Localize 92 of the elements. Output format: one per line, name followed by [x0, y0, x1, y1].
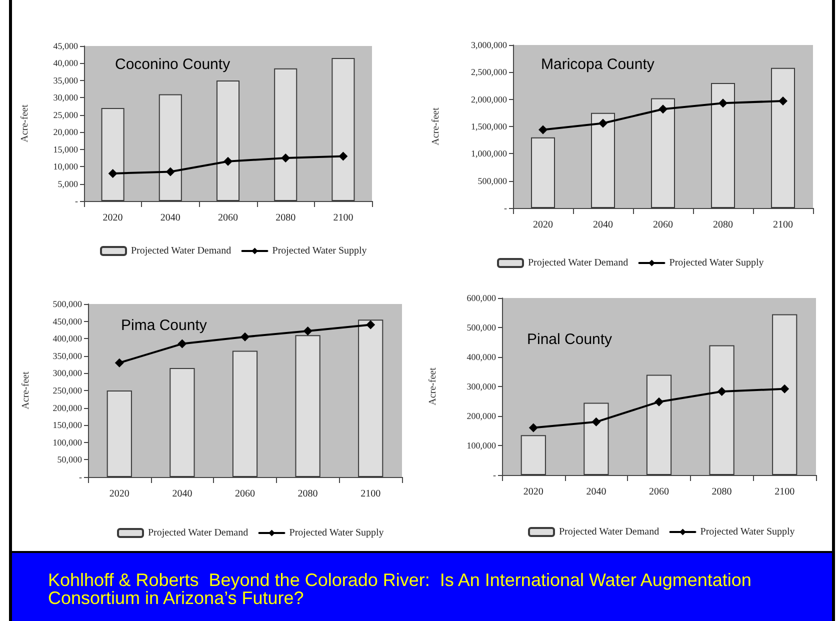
- point: [281, 153, 290, 162]
- point: [108, 168, 118, 178]
- y-axis-title: Acre-feet: [20, 371, 32, 410]
- point: [178, 339, 187, 348]
- point: [366, 320, 376, 330]
- x-tick-label: 2060: [218, 212, 238, 224]
- y-tick-label: 400,000: [466, 352, 496, 362]
- x-tick-label: 2060: [649, 486, 669, 498]
- y-tick-label: 200,000: [52, 402, 82, 413]
- y-tick-label: 50,000: [57, 454, 82, 465]
- y-tick-label: 300,000: [466, 382, 496, 392]
- y-tick-label: 100,000: [466, 440, 496, 450]
- x-tick-label: 2020: [109, 488, 130, 500]
- point: [780, 384, 790, 394]
- y-tick-label: 500,000: [478, 176, 508, 186]
- y-tick-label: 1,000,000: [471, 148, 508, 159]
- x-tick-label: 2040: [160, 212, 180, 224]
- x-tick-label: 2100: [773, 220, 793, 230]
- x-tick-label: 2100: [360, 488, 381, 500]
- y-tick-label: 15,000: [53, 144, 78, 154]
- text: Pinal County: [527, 331, 613, 348]
- y-tick-label: 200,000: [466, 411, 496, 421]
- legend-label: Projected Water Supply: [289, 528, 384, 538]
- y-tick-label: 150,000: [52, 420, 82, 430]
- point: [338, 152, 348, 161]
- point: [303, 326, 312, 336]
- x-tick-label: 2020: [102, 212, 123, 224]
- point: [114, 358, 124, 368]
- y-tick-label: 5,000: [58, 178, 78, 189]
- point: [778, 96, 788, 106]
- point: [166, 167, 175, 176]
- y-tick-label: 1,500,000: [471, 122, 508, 132]
- x-tick-label: 2080: [276, 212, 296, 224]
- x-tick-label: 2040: [172, 488, 192, 500]
- legend-label: Projected Water Demand: [148, 528, 248, 538]
- x-tick-label: 2100: [774, 486, 795, 498]
- y-tick-label: 40,000: [53, 58, 78, 68]
- y-tick-label: 10,000: [53, 162, 78, 172]
- legend-label: Projected Water Demand: [528, 258, 628, 268]
- x-tick-label: 2020: [523, 486, 544, 498]
- y-tick-label: 2,000,000: [471, 94, 508, 104]
- x-tick-label: 2080: [712, 486, 732, 498]
- point: [718, 98, 728, 108]
- y-tick-label: 250,000: [52, 386, 82, 396]
- y-tick-label: -: [493, 470, 496, 480]
- y-tick-label: 300,000: [52, 368, 82, 378]
- x-tick-label: 2080: [298, 488, 318, 500]
- y-tick-label: 35,000: [53, 75, 78, 86]
- y-tick-label: 20,000: [53, 127, 78, 138]
- y-tick-label: -: [504, 203, 507, 213]
- text: Pima County: [121, 317, 208, 334]
- x-tick-label: 2060: [653, 220, 673, 230]
- y-tick-label: 400,000: [52, 334, 82, 344]
- x-tick-label: 2020: [533, 220, 553, 230]
- y-axis-title: Acre-feet: [430, 107, 442, 146]
- y-axis-title: Acre-feet: [20, 104, 30, 142]
- y-tick-label: 450,000: [52, 316, 82, 326]
- point: [240, 332, 250, 342]
- y-axis-title: Acre-feet: [428, 367, 438, 406]
- text: Coconino County: [115, 56, 231, 73]
- y-tick-label: 30,000: [53, 92, 78, 103]
- legend-label: Projected Water Demand: [559, 526, 660, 538]
- y-tick-label: 350,000: [52, 350, 82, 361]
- legend-label: Projected Water Supply: [669, 258, 764, 268]
- y-tick-label: 25,000: [53, 110, 78, 120]
- point: [654, 397, 664, 406]
- x-tick-label: 2040: [593, 220, 613, 230]
- x-tick-label: 2080: [713, 220, 733, 230]
- legend-label: Projected Water Supply: [272, 246, 367, 256]
- point: [592, 417, 601, 426]
- point: [528, 423, 538, 432]
- y-tick-label: -: [79, 472, 82, 482]
- legend-label: Projected Water Demand: [131, 246, 232, 256]
- point: [717, 387, 726, 396]
- legend-label: Projected Water Supply: [700, 526, 795, 538]
- text: Kohlhoff & Roberts Beyond the Colorado River: Is An International Water Augmentation Consortium in Arizona’s Future?: [48, 570, 752, 608]
- text: Maricopa County: [541, 56, 655, 73]
- y-tick-label: 100,000: [52, 437, 82, 448]
- point: [658, 104, 668, 114]
- point: [598, 118, 608, 128]
- x-tick-label: 2060: [235, 488, 255, 500]
- y-tick-label: 3,000,000: [471, 40, 508, 50]
- point: [538, 125, 548, 134]
- y-tick-label: -: [75, 196, 78, 206]
- y-tick-label: 500,000: [52, 299, 82, 309]
- y-tick-label: 500,000: [466, 322, 496, 332]
- x-tick-label: 2040: [586, 486, 606, 498]
- y-tick-label: 2,500,000: [471, 67, 508, 78]
- y-tick-label: 45,000: [53, 41, 78, 51]
- y-tick-label: 600,000: [466, 293, 496, 303]
- x-tick-label: 2100: [333, 212, 354, 224]
- point: [224, 156, 232, 166]
